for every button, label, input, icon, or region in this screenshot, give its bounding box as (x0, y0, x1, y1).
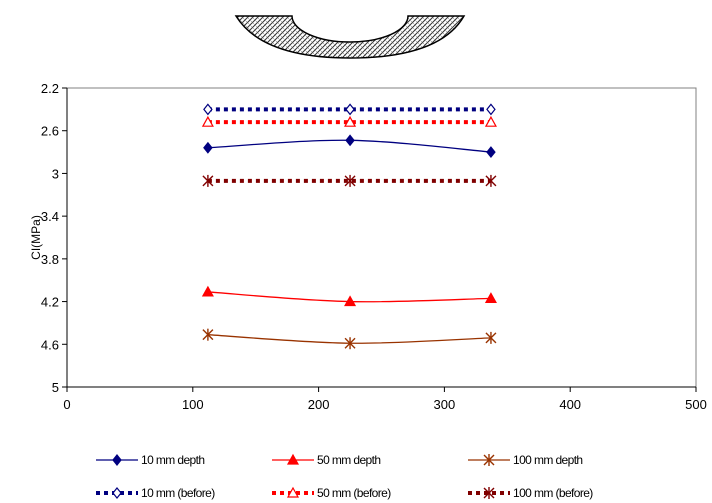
series-100-mm-depth (202, 328, 497, 350)
legend: 10 mm depth 50 mm depth 100 mm depth 10 mm … (96, 453, 594, 500)
y-tick-label: 2.2 (41, 81, 59, 96)
y-tick-label: 4.6 (41, 337, 59, 352)
legend-item: 50 mm depth (272, 453, 381, 467)
y-tick-label: 3 (52, 166, 59, 181)
legend-label: 10 mm depth (141, 453, 204, 467)
data-point (203, 103, 213, 116)
plot-area (66, 87, 697, 388)
data-point (485, 174, 497, 187)
y-tick-label: 4.2 (41, 295, 59, 310)
legend-label: 50 mm depth (317, 453, 380, 467)
section-sketch (234, 15, 466, 59)
data-point (345, 134, 355, 147)
legend-label: 100 mm depth (513, 453, 583, 467)
series-50-mm-before (201, 115, 497, 127)
x-tick-label: 500 (685, 397, 707, 412)
series-10-mm-before (203, 103, 496, 116)
legend-label: 50 mm (before) (317, 486, 391, 500)
data-point (201, 285, 214, 297)
data-point (484, 115, 497, 127)
data-point (344, 295, 357, 307)
legend-marker (483, 454, 495, 466)
x-tick-label: 100 (182, 397, 204, 412)
data-point (345, 103, 355, 116)
data-point (202, 174, 214, 187)
legend-label: 10 mm (before) (141, 486, 215, 500)
y-tick-label: 3.8 (41, 252, 59, 267)
data-point (202, 328, 214, 341)
x-tick-label: 200 (308, 397, 330, 412)
series-layer (201, 103, 497, 350)
legend-item: 100 mm (before) (468, 486, 594, 500)
y-tick-label: 3.4 (41, 209, 59, 224)
data-point (344, 337, 356, 350)
x-tick-label: 300 (434, 397, 456, 412)
x-tick-label: 0 (63, 397, 70, 412)
y-tick-label: 5 (52, 380, 59, 395)
axes: 2.2 2.6 3 3.4 3.8 4.2 4.6 50 100 200 300 400 500 CI(M… (29, 81, 707, 412)
data-point (344, 115, 357, 127)
series-10-mm-depth (203, 134, 496, 159)
legend-item: 10 mm depth (96, 453, 205, 467)
data-point (201, 115, 214, 127)
legend-marker (286, 453, 300, 465)
series-50-mm-depth (201, 285, 497, 307)
series-100-mm-before (202, 174, 497, 187)
legend-marker (112, 487, 122, 499)
legend-label: 100 mm (before) (513, 486, 593, 500)
data-point (486, 103, 496, 116)
data-point (485, 331, 497, 344)
y-tick-label: 2.6 (41, 124, 59, 139)
x-tick-label: 400 (559, 397, 581, 412)
data-point (486, 146, 496, 159)
data-point (484, 292, 497, 303)
legend-item: 100 mm depth (468, 453, 583, 467)
legend-item: 10 mm (before) (96, 486, 216, 500)
legend-item: 50 mm (before) (272, 486, 392, 500)
y-axis-title: CI(MPa) (29, 215, 43, 260)
legend-marker (112, 454, 122, 466)
legend-marker (286, 486, 300, 498)
legend-marker (483, 487, 495, 499)
data-point (203, 141, 213, 154)
data-point (344, 174, 356, 187)
